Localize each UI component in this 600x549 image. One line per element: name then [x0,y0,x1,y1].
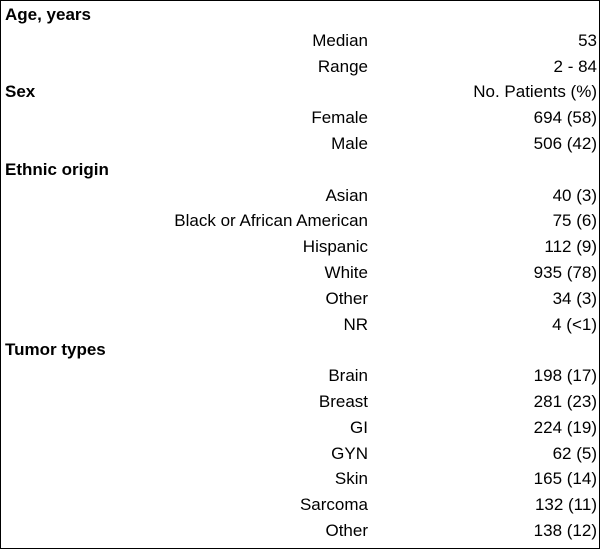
row-label: GI [350,417,368,437]
row-label: Range [317,56,368,76]
row-label: Other [325,521,368,540]
row-value: 40 (3) [552,185,597,205]
row-value: 935 (78) [533,263,597,282]
row-label: Hispanic [302,237,368,257]
row-label: Brain [328,366,368,386]
row-label: Median [312,30,368,50]
table-row: Median 53 [1,27,599,53]
section-header-row: Sex No. Patients (%) [1,78,599,104]
row-label: Skin [334,469,368,489]
row-label: Female [311,108,368,128]
table-row: Black or African American 75 (6) [1,207,599,233]
row-value: 198 (17) [533,366,597,386]
row-label: Male [331,134,368,153]
table-row: Skin 165 (14) [1,465,599,491]
row-label: GYN [331,443,368,463]
section-title: Tumor types [5,340,106,360]
section-header-row: Tumor types [1,336,599,362]
table-row: NR 4 (<1) [1,311,599,337]
row-value: 4 (<1) [552,314,597,334]
table-row: Hispanic 112 (9) [1,233,599,259]
table-row: Brain 198 (17) [1,362,599,388]
row-label: Breast [318,392,368,411]
row-label: NR [343,314,368,334]
section-header-row: Age, years [1,1,599,27]
section-header-row: Ethnic origin [1,156,599,182]
table-row: Breast 281 (23) [1,388,599,414]
table-row: White 935 (78) [1,259,599,285]
row-value: 281 (23) [533,392,597,411]
row-label: Black or African American [174,211,368,231]
table-row: Male 506 (42) [1,130,599,156]
row-label: Sarcoma [299,495,368,515]
row-value: 165 (14) [533,469,597,489]
table-row: Other 138 (12) [1,517,599,543]
row-label: Other [325,288,368,308]
table-row: GYN 62 (5) [1,440,599,466]
row-value: 112 (9) [544,237,597,257]
row-value: 224 (19) [533,417,597,437]
row-value: 506 (42) [533,134,597,153]
row-value: 132 (11) [534,495,597,515]
section-title: Sex [5,82,36,102]
table-row: Other 34 (3) [1,285,599,311]
row-label: White [324,263,368,282]
row-value: 62 (5) [552,443,597,463]
section-title: Age, years [5,5,91,24]
row-value: 53 [578,30,597,50]
row-value: 138 (12) [533,521,597,540]
row-value: 2 - 84 [553,56,597,76]
section-title: Ethnic origin [5,159,109,179]
row-value: 75 (6) [552,211,597,231]
table-row: Female 694 (58) [1,104,599,130]
row-value: 694 (58) [533,108,597,128]
table-row: Asian 40 (3) [1,182,599,208]
section-header-value: No. Patients (%) [473,82,597,102]
row-label: Asian [325,185,368,205]
table-row: Sarcoma 132 (11) [1,491,599,517]
row-value: 34 (3) [552,288,597,308]
table-row: GI 224 (19) [1,414,599,440]
table-row: Range 2 - 84 [1,53,599,79]
